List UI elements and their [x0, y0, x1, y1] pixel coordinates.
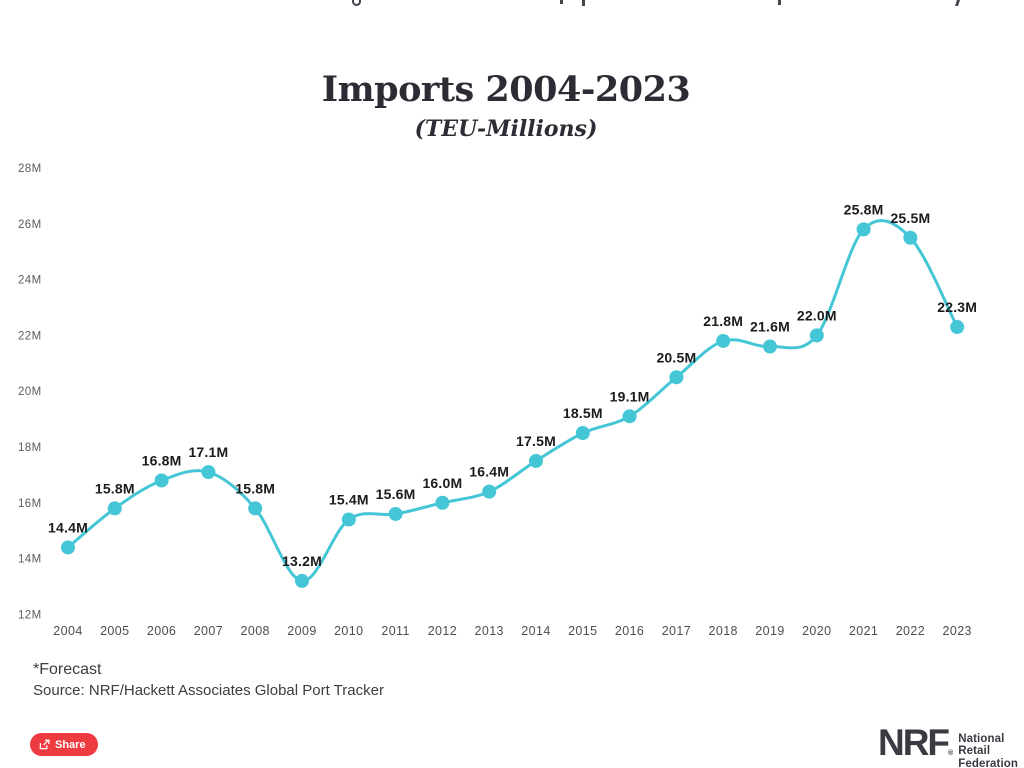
cropped-glyph-fragment	[955, 0, 960, 6]
data-point-label: 22.3M	[937, 299, 977, 315]
cropped-glyph-fragment	[352, 0, 361, 6]
x-tick-label: 2019	[755, 624, 784, 638]
data-point-label: 25.5M	[890, 210, 930, 226]
data-point-label: 13.2M	[282, 553, 322, 569]
data-point-2014[interactable]	[529, 453, 543, 468]
data-point-label: 16.4M	[469, 464, 509, 480]
data-point-label: 21.6M	[750, 319, 790, 335]
share-icon	[39, 739, 50, 750]
registered-mark: ®	[948, 750, 953, 757]
data-point-label: 16.8M	[142, 452, 182, 468]
data-point-2016[interactable]	[622, 409, 637, 424]
data-point-2022[interactable]	[903, 230, 918, 245]
data-point-label: 15.4M	[329, 492, 369, 508]
y-tick-label: 24M	[18, 275, 42, 287]
y-tick-label: 14M	[18, 554, 42, 566]
forecast-note: *Forecast	[33, 661, 102, 678]
data-point-2013[interactable]	[482, 484, 497, 499]
chart-subtitle: (TEU-Millions)	[414, 116, 598, 142]
share-button[interactable]: Share	[30, 733, 98, 756]
data-point-label: 17.5M	[516, 433, 556, 449]
x-tick-label: 2013	[474, 624, 503, 638]
data-point-label: 14.4M	[48, 519, 88, 535]
data-point-2015[interactable]	[575, 426, 590, 441]
data-point-label: 17.1M	[188, 444, 228, 460]
data-point-2021[interactable]	[856, 222, 871, 237]
y-tick-label: 12M	[18, 609, 42, 621]
x-tick-label: 2021	[849, 624, 878, 638]
data-point-label: 15.8M	[95, 480, 135, 496]
data-point-2005[interactable]	[107, 501, 122, 516]
y-tick-label: 22M	[18, 330, 42, 342]
cropped-text-fragments	[0, 0, 1024, 8]
chart-header: Imports 2004-2023 (TEU-Millions)	[0, 69, 1012, 143]
nrf-logo: NRF® National Retail Federation	[877, 722, 1018, 768]
chart-title: Imports 2004-2023	[321, 69, 691, 110]
x-tick-label: 2020	[802, 624, 831, 638]
data-point-2020[interactable]	[809, 328, 824, 343]
cropped-glyph-fragment	[582, 0, 585, 6]
data-point-2012[interactable]	[435, 495, 450, 510]
x-tick-label: 2023	[942, 624, 971, 638]
nrf-logo-tagline: National Retail Federation	[958, 732, 1018, 768]
data-point-2006[interactable]	[154, 473, 169, 488]
x-tick-label: 2014	[521, 624, 550, 638]
x-tick-label: 2011	[381, 624, 409, 638]
x-tick-label: 2010	[334, 624, 363, 638]
share-button-label: Share	[55, 738, 86, 751]
x-tick-label: 2004	[53, 624, 82, 638]
y-tick-label: 18M	[18, 442, 42, 454]
data-point-2007[interactable]	[201, 465, 216, 480]
data-point-2023[interactable]	[950, 320, 965, 335]
data-point-label: 22.0M	[797, 307, 837, 323]
data-point-2010[interactable]	[341, 512, 356, 527]
x-tick-label: 2012	[428, 624, 457, 638]
y-tick-label: 26M	[18, 219, 42, 231]
x-tick-label: 2022	[896, 624, 925, 638]
data-point-2011[interactable]	[388, 506, 403, 521]
x-tick-label: 2008	[240, 624, 269, 638]
y-tick-label: 16M	[18, 498, 42, 510]
data-point-label: 18.5M	[563, 405, 603, 421]
x-tick-label: 2015	[568, 624, 597, 638]
data-point-label: 25.8M	[844, 201, 884, 217]
series-line	[66, 219, 959, 583]
cropped-glyph-fragment	[560, 0, 563, 4]
x-tick-label: 2007	[194, 624, 223, 638]
data-point-label: 19.1M	[610, 388, 650, 404]
data-point-2018[interactable]	[716, 333, 731, 348]
x-tick-label: 2009	[287, 624, 316, 638]
cropped-glyph-fragment	[778, 0, 781, 5]
data-point-2019[interactable]	[763, 339, 777, 354]
data-point-label: 20.5M	[656, 349, 696, 365]
y-tick-label: 28M	[18, 163, 42, 175]
x-tick-label: 2005	[100, 624, 129, 638]
x-tick-label: 2017	[662, 624, 691, 638]
data-point-label: 21.8M	[703, 313, 743, 329]
data-point-2009[interactable]	[295, 573, 309, 588]
data-point-2017[interactable]	[669, 370, 684, 385]
chart-notes: *Forecast Source: NRF/Hackett Associates…	[33, 659, 384, 701]
data-point-label: 15.6M	[376, 486, 416, 502]
data-point-2004[interactable]	[61, 540, 75, 555]
x-tick-label: 2016	[615, 624, 644, 638]
data-point-label: 15.8M	[235, 480, 275, 496]
nrf-logo-wordmark: NRF®	[877, 722, 953, 763]
x-tick-label: 2006	[147, 624, 176, 638]
source-note: Source: NRF/Hackett Associates Global Po…	[33, 682, 384, 699]
y-tick-label: 20M	[18, 386, 42, 398]
data-point-2008[interactable]	[248, 501, 263, 516]
data-point-label: 16.0M	[422, 475, 462, 491]
x-tick-label: 2018	[708, 624, 737, 638]
